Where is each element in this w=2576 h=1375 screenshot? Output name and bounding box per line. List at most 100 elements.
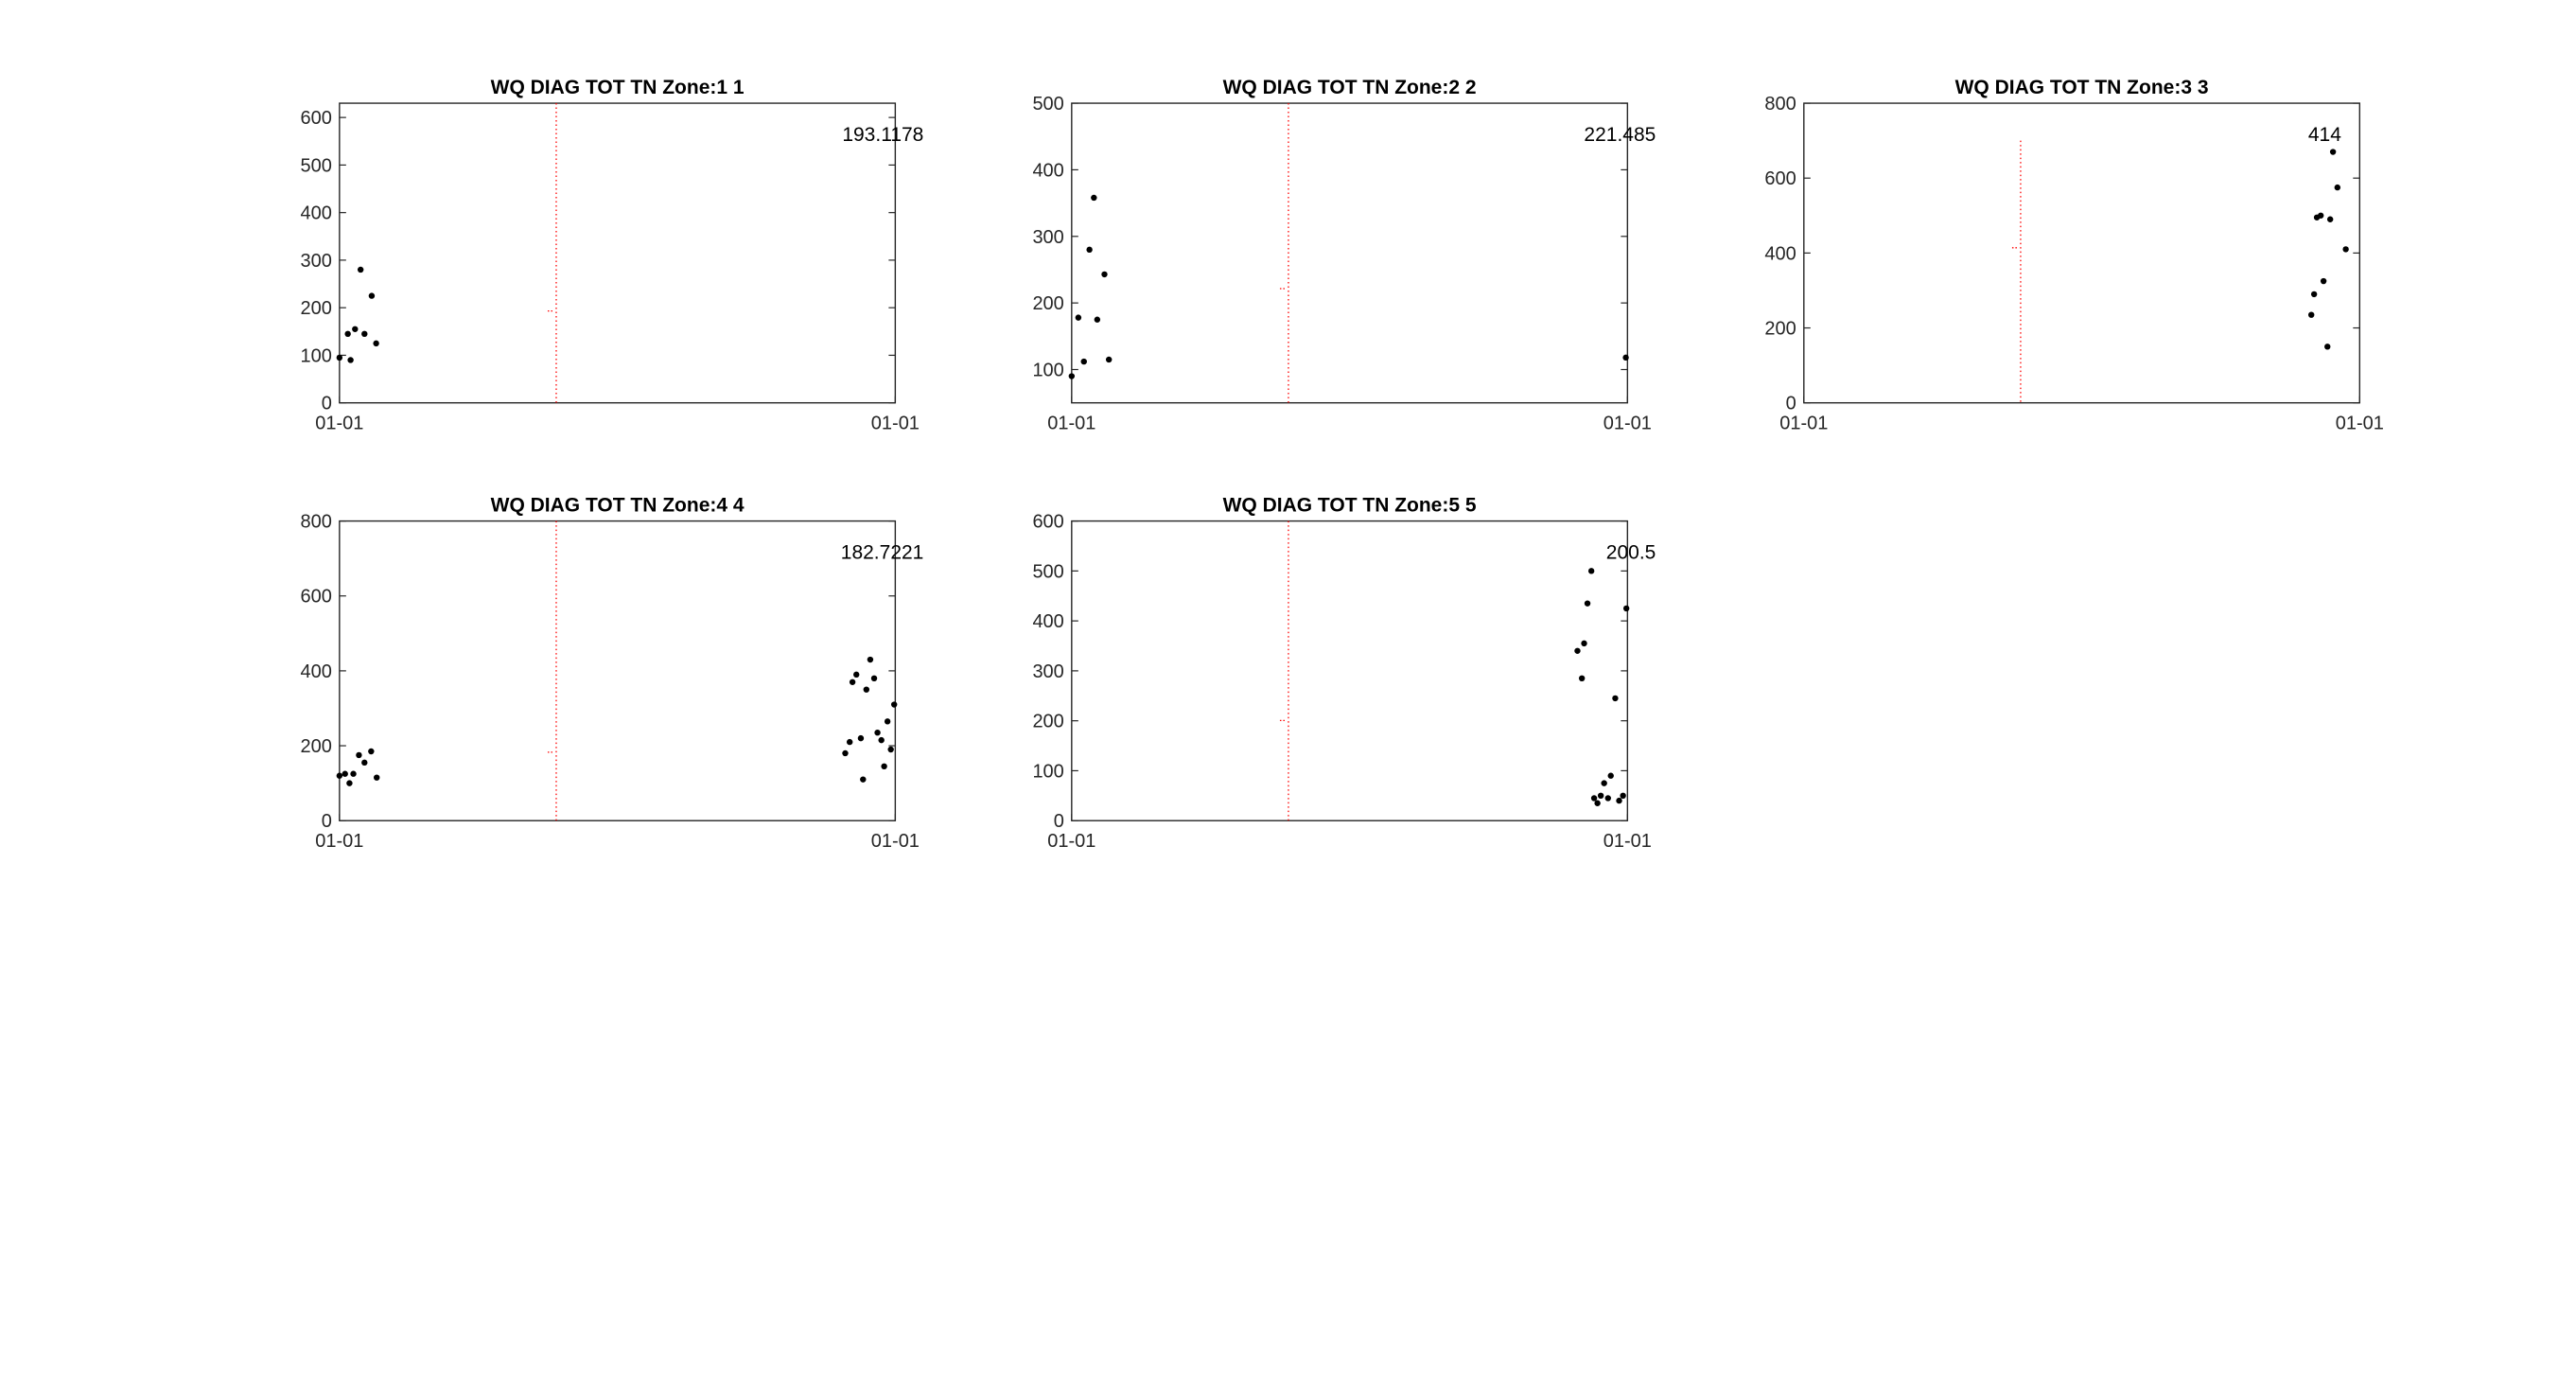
data-point bbox=[373, 340, 379, 347]
data-point bbox=[356, 751, 362, 759]
data-point bbox=[1578, 675, 1586, 682]
value-annotation: 182.7221 bbox=[841, 542, 924, 564]
x-tick-label: 01-01 bbox=[2336, 414, 2384, 434]
data-point bbox=[1607, 772, 1614, 779]
data-point bbox=[887, 746, 894, 753]
data-point bbox=[1622, 354, 1629, 361]
data-point bbox=[842, 749, 849, 757]
y-tick-label: 400 bbox=[300, 661, 331, 682]
data-point bbox=[1620, 792, 1626, 800]
data-point bbox=[350, 770, 357, 777]
y-tick-label: 0 bbox=[322, 394, 332, 414]
data-point bbox=[846, 738, 853, 746]
data-point bbox=[853, 671, 860, 679]
data-point bbox=[890, 701, 898, 708]
data-point bbox=[1094, 316, 1101, 323]
data-point bbox=[1080, 358, 1087, 365]
data-point bbox=[346, 780, 353, 786]
data-point bbox=[1604, 795, 1611, 802]
data-point bbox=[874, 729, 881, 736]
data-point bbox=[1612, 695, 1619, 702]
data-point bbox=[863, 686, 870, 693]
data-point bbox=[1590, 795, 1598, 802]
data-point bbox=[2342, 246, 2349, 253]
y-tick-label: 400 bbox=[1032, 160, 1063, 181]
y-tick-label: 200 bbox=[1764, 319, 1796, 340]
data-point bbox=[352, 326, 359, 332]
value-annotation: 200.5 bbox=[1606, 542, 1656, 564]
data-point bbox=[2334, 184, 2341, 191]
data-point bbox=[1616, 797, 1622, 804]
x-tick-label: 01-01 bbox=[1779, 414, 1828, 434]
y-tick-label: 200 bbox=[1032, 293, 1063, 314]
x-tick-label: 01-01 bbox=[315, 414, 363, 434]
y-tick-label: 0 bbox=[1786, 394, 1796, 414]
data-point bbox=[1574, 647, 1581, 654]
y-tick-label: 200 bbox=[300, 736, 331, 757]
data-point bbox=[884, 718, 891, 725]
data-point bbox=[2329, 149, 2337, 155]
y-tick-label: 500 bbox=[1032, 561, 1063, 582]
data-point bbox=[374, 774, 380, 781]
y-tick-label: 600 bbox=[1764, 168, 1796, 189]
value-annotation: 221.485 bbox=[1584, 124, 1656, 146]
data-point bbox=[347, 357, 354, 363]
data-point bbox=[1075, 314, 1082, 321]
data-point bbox=[2324, 344, 2331, 350]
y-tick-label: 500 bbox=[300, 155, 331, 176]
data-point bbox=[881, 763, 887, 770]
y-tick-label: 100 bbox=[300, 345, 331, 366]
data-point bbox=[2320, 277, 2327, 285]
y-tick-label: 0 bbox=[1054, 811, 1064, 832]
data-point bbox=[1584, 600, 1591, 607]
y-tick-label: 800 bbox=[300, 512, 331, 533]
value-annotation: 414 bbox=[2308, 124, 2341, 146]
data-point bbox=[361, 759, 368, 767]
data-point bbox=[2317, 212, 2324, 219]
y-tick-label: 300 bbox=[300, 251, 331, 272]
data-point bbox=[1101, 271, 1108, 278]
subplot-title: WQ DIAG TOT TN Zone:5 5 bbox=[1223, 495, 1477, 517]
data-point bbox=[344, 330, 351, 338]
x-tick-label: 01-01 bbox=[1603, 831, 1652, 852]
subplot-title: WQ DIAG TOT TN Zone:1 1 bbox=[491, 77, 745, 98]
data-point bbox=[1622, 605, 1630, 612]
subplot-2: WQ DIAG TOT TN Zone:2 2 100 200 300 400 500 01… bbox=[1032, 77, 1656, 434]
subplot-4: WQ DIAG TOT TN Zone:4 4 0 200 400 600 800 01-0… bbox=[300, 495, 923, 853]
x-tick-label: 01-01 bbox=[1047, 831, 1095, 852]
subplot-5: WQ DIAG TOT TN Zone:5 5 0 100 200 300 400 500 6… bbox=[1032, 495, 1656, 853]
data-point bbox=[1068, 373, 1076, 379]
y-tick-label: 500 bbox=[1032, 94, 1063, 115]
axes-box bbox=[339, 520, 897, 821]
x-tick-label: 01-01 bbox=[871, 831, 920, 852]
subplot-1: WQ DIAG TOT TN Zone:1 1 0 100 200 300 400 500 6… bbox=[300, 77, 923, 434]
data-point bbox=[1597, 792, 1604, 800]
data-point bbox=[2310, 291, 2318, 298]
data-point bbox=[1581, 640, 1587, 647]
data-point bbox=[368, 748, 375, 755]
data-point bbox=[2326, 216, 2334, 222]
y-tick-label: 800 bbox=[1764, 94, 1796, 115]
y-tick-label: 0 bbox=[322, 811, 332, 832]
y-tick-label: 400 bbox=[1032, 611, 1063, 632]
y-tick-label: 200 bbox=[300, 298, 331, 319]
data-point bbox=[1594, 800, 1601, 806]
data-point bbox=[1086, 246, 1093, 254]
data-point bbox=[1601, 780, 1607, 786]
x-tick-label: 01-01 bbox=[315, 831, 363, 852]
data-point bbox=[1587, 568, 1595, 574]
subplot-title: WQ DIAG TOT TN Zone:3 3 bbox=[1955, 77, 2209, 98]
value-annotation: 193.1178 bbox=[842, 124, 923, 146]
y-tick-label: 100 bbox=[1032, 761, 1063, 782]
data-point bbox=[849, 679, 856, 685]
x-tick-label: 01-01 bbox=[871, 414, 920, 434]
subplot-3: WQ DIAG TOT TN Zone:3 3 0 200 400 600 800 01-0… bbox=[1764, 77, 2383, 434]
axes-box bbox=[1071, 520, 1629, 821]
data-point bbox=[870, 675, 878, 682]
subplot-title: WQ DIAG TOT TN Zone:4 4 bbox=[491, 495, 745, 517]
y-tick-label: 200 bbox=[1032, 712, 1063, 732]
data-point bbox=[336, 354, 343, 361]
data-point bbox=[342, 770, 348, 777]
subplot-title: WQ DIAG TOT TN Zone:2 2 bbox=[1223, 77, 1477, 98]
